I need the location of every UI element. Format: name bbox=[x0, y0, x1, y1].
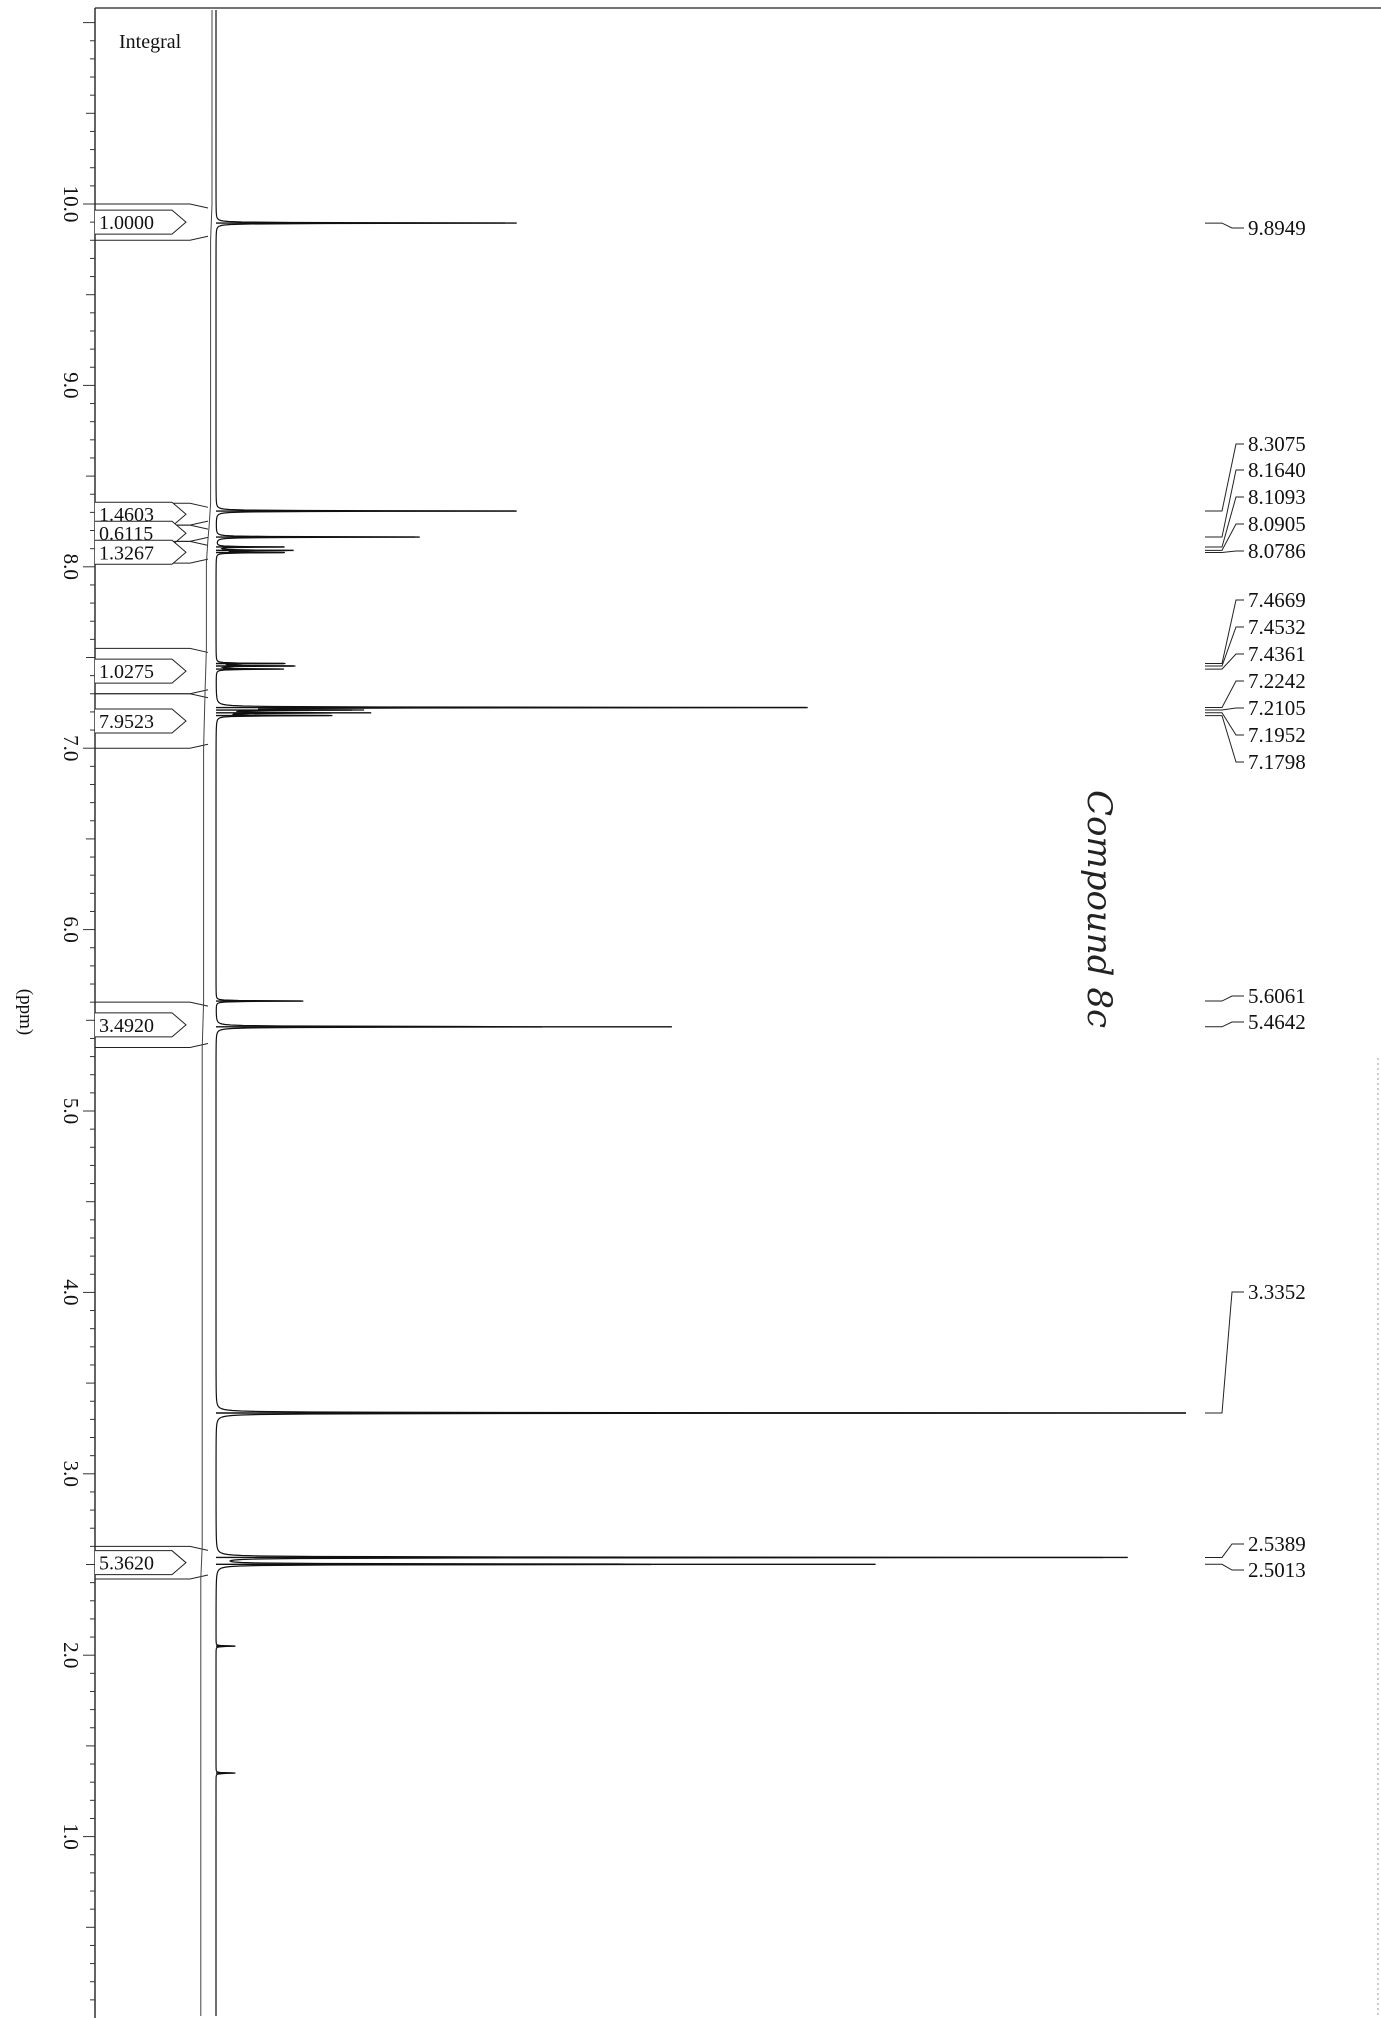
peak-label-text: 7.1952 bbox=[1248, 723, 1306, 747]
integral-label: 1.3267 bbox=[95, 539, 209, 565]
peak-label: 5.6061 bbox=[1205, 984, 1306, 1008]
peak-label: 8.0905 bbox=[1205, 512, 1306, 551]
handwritten-compound-label: Compound 8c bbox=[1079, 790, 1119, 1028]
peak-label-text: 8.3075 bbox=[1248, 432, 1306, 456]
tick-label: 3.0 bbox=[59, 1461, 83, 1487]
integral-label: 1.4603 bbox=[95, 501, 209, 527]
integral-value: 1.4603 bbox=[99, 504, 154, 526]
peak-label-text: 5.6061 bbox=[1248, 984, 1306, 1008]
peak-label-text: 9.8949 bbox=[1248, 216, 1306, 240]
integral-value: 1.0275 bbox=[99, 661, 154, 683]
axis-label-ppm: (ppm) bbox=[15, 989, 36, 1035]
tick-label: 8.0 bbox=[59, 554, 83, 580]
peak-label: 7.4532 bbox=[1205, 615, 1306, 667]
peak-label: 7.4361 bbox=[1205, 642, 1306, 670]
tick-label: 1.0 bbox=[59, 1823, 83, 1849]
integral-label: 5.3620 bbox=[95, 1545, 209, 1580]
integral-trace bbox=[200, 10, 213, 2016]
spectrum-line bbox=[215, 10, 1186, 2016]
peak-label-text: 5.4642 bbox=[1248, 1010, 1306, 1034]
spectrum-trace bbox=[215, 10, 1186, 2016]
tick-label: 7.0 bbox=[59, 735, 83, 761]
integral-label: 1.0000 bbox=[95, 203, 209, 241]
peak-label: 5.4642 bbox=[1205, 1010, 1306, 1034]
peak-label-text: 7.2242 bbox=[1248, 669, 1306, 693]
integral-value: 7.9523 bbox=[99, 711, 154, 733]
integral-label: 3.4920 bbox=[95, 1001, 209, 1049]
peak-label-text: 8.0786 bbox=[1248, 539, 1306, 563]
peak-label-text: 7.4669 bbox=[1248, 588, 1306, 612]
peak-label-text: 7.2105 bbox=[1248, 696, 1306, 720]
peak-label-text: 2.5389 bbox=[1248, 1532, 1306, 1556]
integral-value: 1.3267 bbox=[99, 542, 154, 564]
peak-label-text: 7.4532 bbox=[1248, 615, 1306, 639]
integral-header: Integral bbox=[119, 31, 182, 53]
peak-label: 2.5389 bbox=[1205, 1532, 1306, 1558]
plot-frame bbox=[94, 7, 1381, 2018]
peak-label: 9.8949 bbox=[1205, 216, 1306, 240]
peak-label: 7.4669 bbox=[1205, 588, 1306, 665]
peak-label: 8.1640 bbox=[1205, 458, 1306, 538]
tick-label: 9.0 bbox=[59, 372, 83, 398]
peak-label-text: 8.0905 bbox=[1248, 512, 1306, 536]
integral-label: 7.9523 bbox=[95, 693, 209, 749]
peak-label-text: 3.3352 bbox=[1248, 1280, 1306, 1304]
peak-label-text: 7.4361 bbox=[1248, 642, 1306, 666]
peak-label-text: 8.1640 bbox=[1248, 458, 1306, 482]
ppm-axis: 10.0 9.0 8.0 7.0 6.0 5.0 4.0 3.0 2.0 1.0 bbox=[59, 22, 95, 2001]
integral-value: 5.3620 bbox=[99, 1553, 154, 1575]
tick-label: 5.0 bbox=[59, 1098, 83, 1124]
peak-label-text: 2.5013 bbox=[1248, 1558, 1306, 1582]
integral-line bbox=[200, 10, 213, 2016]
peak-label: 8.0786 bbox=[1205, 539, 1306, 563]
tick-label: 4.0 bbox=[59, 1279, 83, 1305]
peak-label: 7.2105 bbox=[1205, 696, 1306, 720]
peak-label-text: 8.1093 bbox=[1248, 485, 1306, 509]
peak-label: 7.1952 bbox=[1205, 712, 1306, 747]
tick-label: 6.0 bbox=[59, 916, 83, 942]
peak-label: 7.1798 bbox=[1205, 715, 1306, 774]
handwritten-annotation: Compound 8c bbox=[1079, 790, 1119, 1028]
integral-value: 0.6115 bbox=[99, 523, 153, 545]
tick-label: 10.0 bbox=[59, 186, 83, 223]
integral-value: 3.4920 bbox=[99, 1015, 154, 1037]
peak-label-text: 7.1798 bbox=[1248, 750, 1306, 774]
integral-label: 0.6115 bbox=[95, 520, 209, 546]
tick-label: 2.0 bbox=[59, 1642, 83, 1668]
integral-value: 1.0000 bbox=[99, 212, 154, 234]
peak-label: 3.3352 bbox=[1205, 1280, 1306, 1414]
peak-label: 2.5013 bbox=[1205, 1558, 1306, 1582]
peak-label: 8.1093 bbox=[1205, 485, 1306, 548]
peak-label: 8.3075 bbox=[1205, 432, 1306, 512]
peak-label: 7.2242 bbox=[1205, 669, 1306, 709]
integral-label: 1.0275 bbox=[95, 647, 209, 695]
